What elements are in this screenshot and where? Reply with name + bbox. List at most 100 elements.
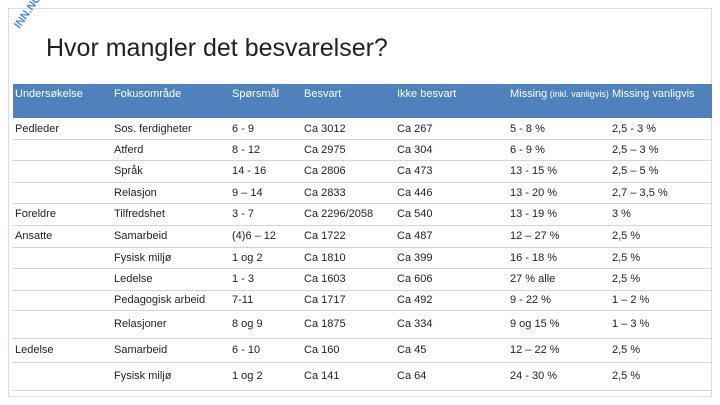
table-cell: Pedagogisk arbeid [114, 294, 206, 306]
row-line [13, 290, 712, 291]
header-main: Missing [510, 88, 548, 100]
table-cell: Ca 2833 [304, 186, 346, 199]
group-label: Ansatte [15, 230, 53, 242]
table-cell: 13 - 19 % [510, 208, 558, 220]
row-line [13, 203, 712, 204]
column-header: Missing vanligvis [612, 88, 695, 100]
table-cell: 2,5 % [612, 251, 641, 264]
table-cell: 1 og 2 [232, 370, 263, 382]
table-cell: Ca 1875 [304, 318, 346, 330]
table-cell: Ca 606 [397, 273, 433, 285]
title: Hvor mangler det besvarelser? [46, 34, 388, 62]
table-cell: 13 - 15 % [510, 165, 558, 177]
table-cell: 9 – 14 [232, 186, 263, 199]
table-cell: 8 og 9 [232, 318, 263, 330]
table-cell: 2,5 - 3 % [612, 122, 657, 135]
table-cell: 2,7 – 3,5 % [612, 186, 668, 199]
table-cell: Samarbeid [114, 344, 168, 356]
table-cell: 12 – 22 % [510, 344, 560, 356]
group-label: Ledelse [15, 344, 54, 356]
table-cell: (4)6 – 12 [232, 230, 277, 242]
table-cell: Relasjon [114, 186, 157, 199]
table-cell: 2,5 % [612, 273, 641, 285]
table-cell: Ca 492 [397, 294, 433, 306]
table-cell: 13 - 20 % [510, 186, 558, 199]
row-line [13, 247, 712, 248]
table-cell: Fysisk miljø [114, 251, 172, 264]
table-cell: Ca 1810 [304, 251, 346, 264]
table-cell: 12 – 27 % [510, 230, 560, 242]
table-cell: Ca 45 [397, 344, 427, 356]
table-cell: 2,5 % [612, 370, 641, 382]
table-cell: 1 – 3 % [612, 318, 650, 330]
table-cell: Språk [114, 165, 143, 177]
table-cell: 14 - 16 [232, 165, 267, 177]
table-cell: Ca 64 [397, 370, 427, 382]
row-line [13, 182, 712, 183]
table-cell: Ca 141 [304, 370, 340, 382]
table-cell: Ca 473 [397, 165, 433, 177]
table-cell: Ca 267 [397, 122, 433, 135]
table-cell: Ca 2806 [304, 165, 346, 177]
table-cell: 27 % alle [510, 273, 556, 285]
table-cell: 1 og 2 [232, 251, 263, 264]
table-cell: 5 - 8 % [510, 122, 545, 135]
table-cell: 8 - 12 [232, 143, 261, 156]
table-cell: Ledelse [114, 273, 153, 285]
table-cell: 2,5 – 3 % [612, 143, 659, 156]
table-cell: 9 og 15 % [510, 318, 560, 330]
table-cell: 2,5 – 5 % [612, 165, 659, 177]
header-note: (inkl. vanligvis) [547, 89, 609, 99]
column-header: Undersøkelse [15, 88, 83, 100]
column-header: Besvart [304, 88, 342, 100]
table-cell: Ca 1717 [304, 294, 346, 306]
table-cell: 2,5 % [612, 230, 641, 242]
table-cell: 3 % [612, 208, 631, 220]
table-cell: 7-11 [232, 294, 254, 306]
table-cell: Ca 160 [304, 344, 340, 356]
row-line [13, 310, 712, 311]
row-line [13, 390, 712, 391]
table-cell: Tilfredshet [114, 208, 165, 220]
row-line [13, 139, 712, 140]
table-cell: Ca 2975 [304, 143, 346, 156]
table-cell: 3 - 7 [232, 208, 255, 220]
table-cell: Ca 304 [397, 143, 433, 156]
group-label: Foreldre [15, 208, 56, 220]
table-cell: Ca 3012 [304, 122, 346, 135]
header-row [13, 84, 712, 118]
table-cell: Ca 446 [397, 186, 433, 199]
table-cell: Atferd [114, 143, 144, 156]
frame [8, 8, 712, 397]
table-cell: Ca 1603 [304, 273, 346, 285]
table-cell: 24 - 30 % [510, 370, 558, 382]
table-cell: 6 - 9 [232, 122, 255, 135]
table-cell: Ca 487 [397, 230, 433, 242]
row-line [13, 268, 712, 269]
table-cell: Relasjoner [114, 318, 167, 330]
row-line [13, 225, 712, 226]
table-cell: 16 - 18 % [510, 251, 558, 264]
row-line [13, 362, 712, 363]
table-cell: Ca 399 [397, 251, 433, 264]
table-cell: 1 – 2 % [612, 294, 650, 306]
table-cell: Ca 334 [397, 318, 433, 330]
group-label: Pedleder [15, 122, 60, 135]
table-cell: 6 - 9 % [510, 143, 545, 156]
table-cell: 6 - 10 [232, 344, 261, 356]
row-line [13, 338, 712, 339]
column-header: Missing (inkl. vanligvis) [508, 84, 610, 118]
table-cell: Ca 1722 [304, 230, 346, 242]
column-header: Fokusområde [114, 88, 182, 100]
column-header: Spørsmål [232, 88, 280, 100]
table-cell: Ca 2296/2058 [304, 208, 374, 220]
column-header: Ikke besvart [397, 88, 457, 100]
table-cell: Fysisk miljø [114, 370, 172, 382]
table-cell: Samarbeid [114, 230, 168, 242]
table-cell: 2,5 % [612, 344, 641, 356]
table-cell: 9 - 22 % [510, 294, 551, 306]
table-cell: Ca 540 [397, 208, 433, 220]
row-line [13, 160, 712, 161]
table-cell: Sos. ferdigheter [114, 122, 192, 135]
